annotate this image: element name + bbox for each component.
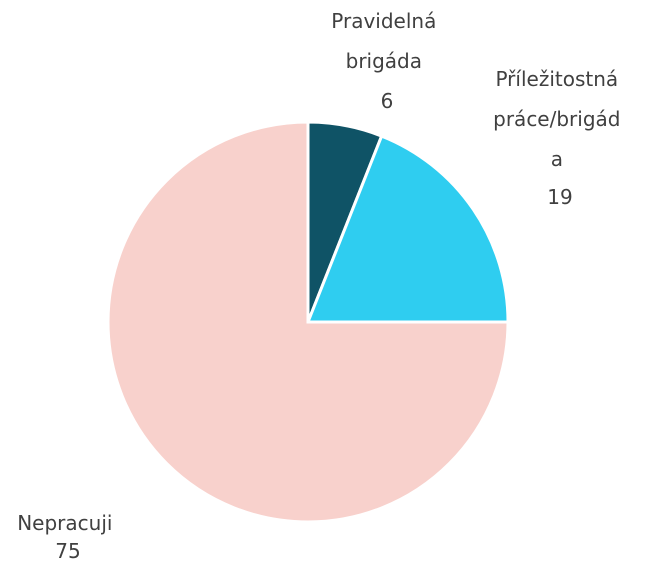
label-prilezitostna-prace: Příležitostná práce/brigád a 19 xyxy=(493,67,627,209)
label-nepracuji: Nepracuji 75 xyxy=(17,511,119,563)
pie-slices xyxy=(106,120,510,524)
pie-slice-prilezitostna-prace-brigada xyxy=(305,134,510,324)
label-pravidelna-brigada: Pravidelná brigáda 6 xyxy=(331,9,442,113)
pie-slice-nepracuji xyxy=(106,120,510,524)
